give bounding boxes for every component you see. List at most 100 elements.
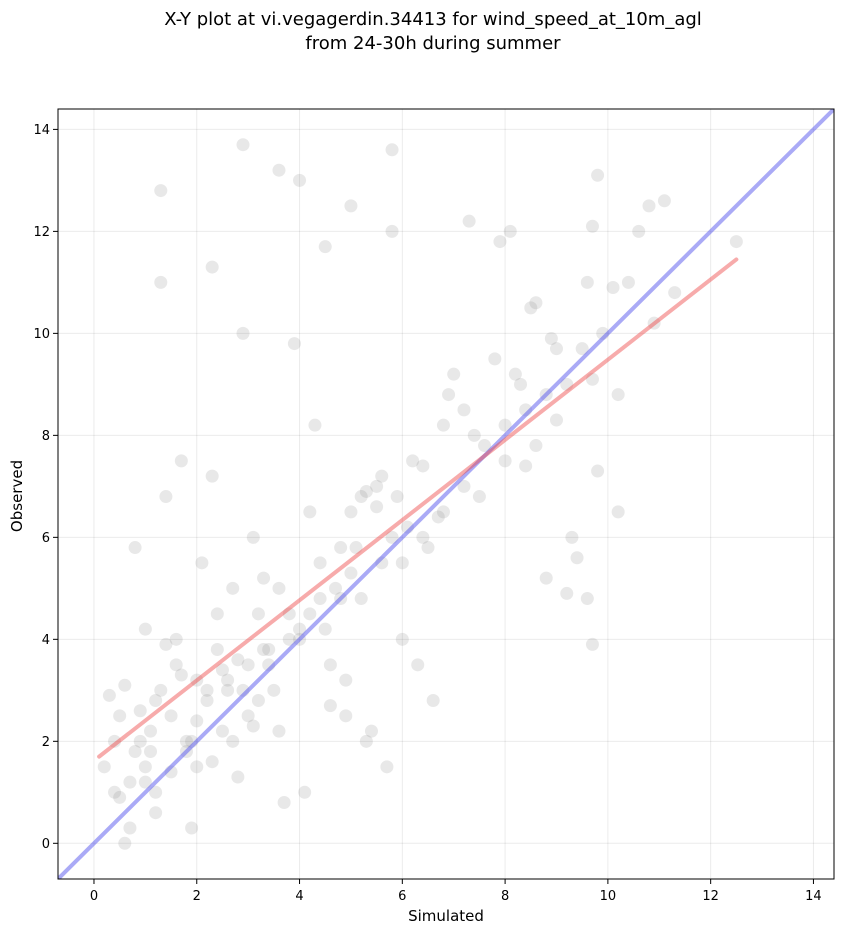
- scatter-point: [436, 418, 450, 432]
- scatter-point: [205, 260, 219, 274]
- scatter-point: [287, 337, 301, 351]
- scatter-point: [329, 581, 343, 595]
- scatter-point: [478, 439, 492, 453]
- scatter-point: [190, 673, 204, 687]
- scatter-point: [174, 454, 188, 468]
- scatter-point: [159, 490, 173, 504]
- scatter-point: [226, 734, 240, 748]
- scatter-point: [293, 173, 307, 187]
- scatter-point: [349, 541, 363, 555]
- scatter-point: [498, 418, 512, 432]
- scatter-point: [472, 490, 486, 504]
- scatter-point: [406, 454, 420, 468]
- regression-line: [97, 257, 739, 759]
- scatter-point: [621, 275, 635, 289]
- scatter-point: [169, 632, 183, 646]
- y-tick-label: 6: [42, 531, 50, 546]
- scatter-point: [508, 367, 522, 381]
- scatter-point: [241, 709, 255, 723]
- scatter-point: [359, 484, 373, 498]
- scatter-point: [277, 796, 291, 810]
- scatter-point: [205, 469, 219, 483]
- scatter-point: [138, 775, 152, 789]
- reference-lines: [58, 109, 834, 879]
- scatter-point: [642, 199, 656, 213]
- scatter-point: [133, 704, 147, 718]
- x-tick-label: 6: [398, 889, 406, 904]
- scatter-point: [493, 235, 507, 249]
- x-axis-ticks: 0 2 4 6 8 10 12 14: [90, 879, 822, 904]
- scatter-point: [380, 760, 394, 774]
- scatter-point: [467, 428, 481, 442]
- scatter-point: [174, 668, 188, 682]
- scatter-point: [113, 790, 127, 804]
- scatter-point: [108, 734, 122, 748]
- scatter-point: [370, 500, 384, 514]
- scatter-point: [375, 469, 389, 483]
- x-tick-label: 10: [600, 889, 617, 904]
- scatter-point: [323, 699, 337, 713]
- scatter-point: [462, 214, 476, 228]
- scatter-point: [102, 688, 116, 702]
- x-axis-label: Simulated: [408, 907, 484, 925]
- scatter-point: [611, 505, 625, 519]
- y-tick-label: 14: [33, 123, 50, 138]
- scatter-point: [668, 286, 682, 300]
- scatter-point: [632, 224, 646, 238]
- scatter-point: [149, 694, 163, 708]
- scatter-point: [385, 224, 399, 238]
- x-tick-label: 8: [501, 889, 509, 904]
- scatter-point: [210, 643, 224, 657]
- plot-frame: [57, 108, 835, 880]
- scatter-point: [498, 454, 512, 468]
- scatter-point: [221, 683, 235, 697]
- y-tick-label: 10: [33, 327, 50, 342]
- scatter-point: [575, 342, 589, 356]
- scatter-point: [298, 785, 312, 799]
- scatter-point: [447, 367, 461, 381]
- scatter-point: [488, 352, 502, 366]
- scatter-point: [426, 694, 440, 708]
- scatter-point: [364, 724, 378, 738]
- scatter-point: [144, 745, 158, 759]
- scatter-point: [303, 505, 317, 519]
- scatter-point: [457, 479, 471, 493]
- scatter-point: [591, 168, 605, 182]
- scatter-point: [118, 836, 132, 850]
- scatter-point: [236, 326, 250, 340]
- scatter-point: [385, 530, 399, 544]
- scatter-point: [282, 607, 296, 621]
- scatter-point: [359, 734, 373, 748]
- scatter-point: [416, 530, 430, 544]
- scatter-point: [591, 464, 605, 478]
- scatter-point: [272, 581, 286, 595]
- scatter-point: [123, 775, 137, 789]
- scatter-point: [647, 316, 661, 330]
- scatter-point: [411, 658, 425, 672]
- scatter-point: [262, 643, 276, 657]
- scatter-point: [313, 592, 327, 606]
- scatter-point: [149, 785, 163, 799]
- scatter-point: [251, 694, 265, 708]
- y-tick-label: 8: [42, 429, 50, 444]
- scatter-point: [113, 709, 127, 723]
- scatter-point: [257, 643, 271, 657]
- y-tick-label: 2: [42, 735, 50, 750]
- scatter-point: [267, 683, 281, 697]
- scatter-point: [395, 556, 409, 570]
- scatter-point: [215, 724, 229, 738]
- scatter-point: [282, 632, 296, 646]
- scatter-point: [133, 734, 147, 748]
- scatter-point: [442, 388, 456, 402]
- scatter-point: [395, 632, 409, 646]
- x-tick-label: 2: [193, 889, 201, 904]
- gridlines: [58, 109, 834, 879]
- identity-line: [58, 109, 834, 879]
- scatter-point: [560, 377, 574, 391]
- scatter-point: [128, 745, 142, 759]
- scatter-point: [108, 785, 122, 799]
- scatter-point: [205, 755, 219, 769]
- x-tick-label: 14: [805, 889, 822, 904]
- scatter-point: [246, 719, 260, 733]
- scatter-point: [200, 683, 214, 697]
